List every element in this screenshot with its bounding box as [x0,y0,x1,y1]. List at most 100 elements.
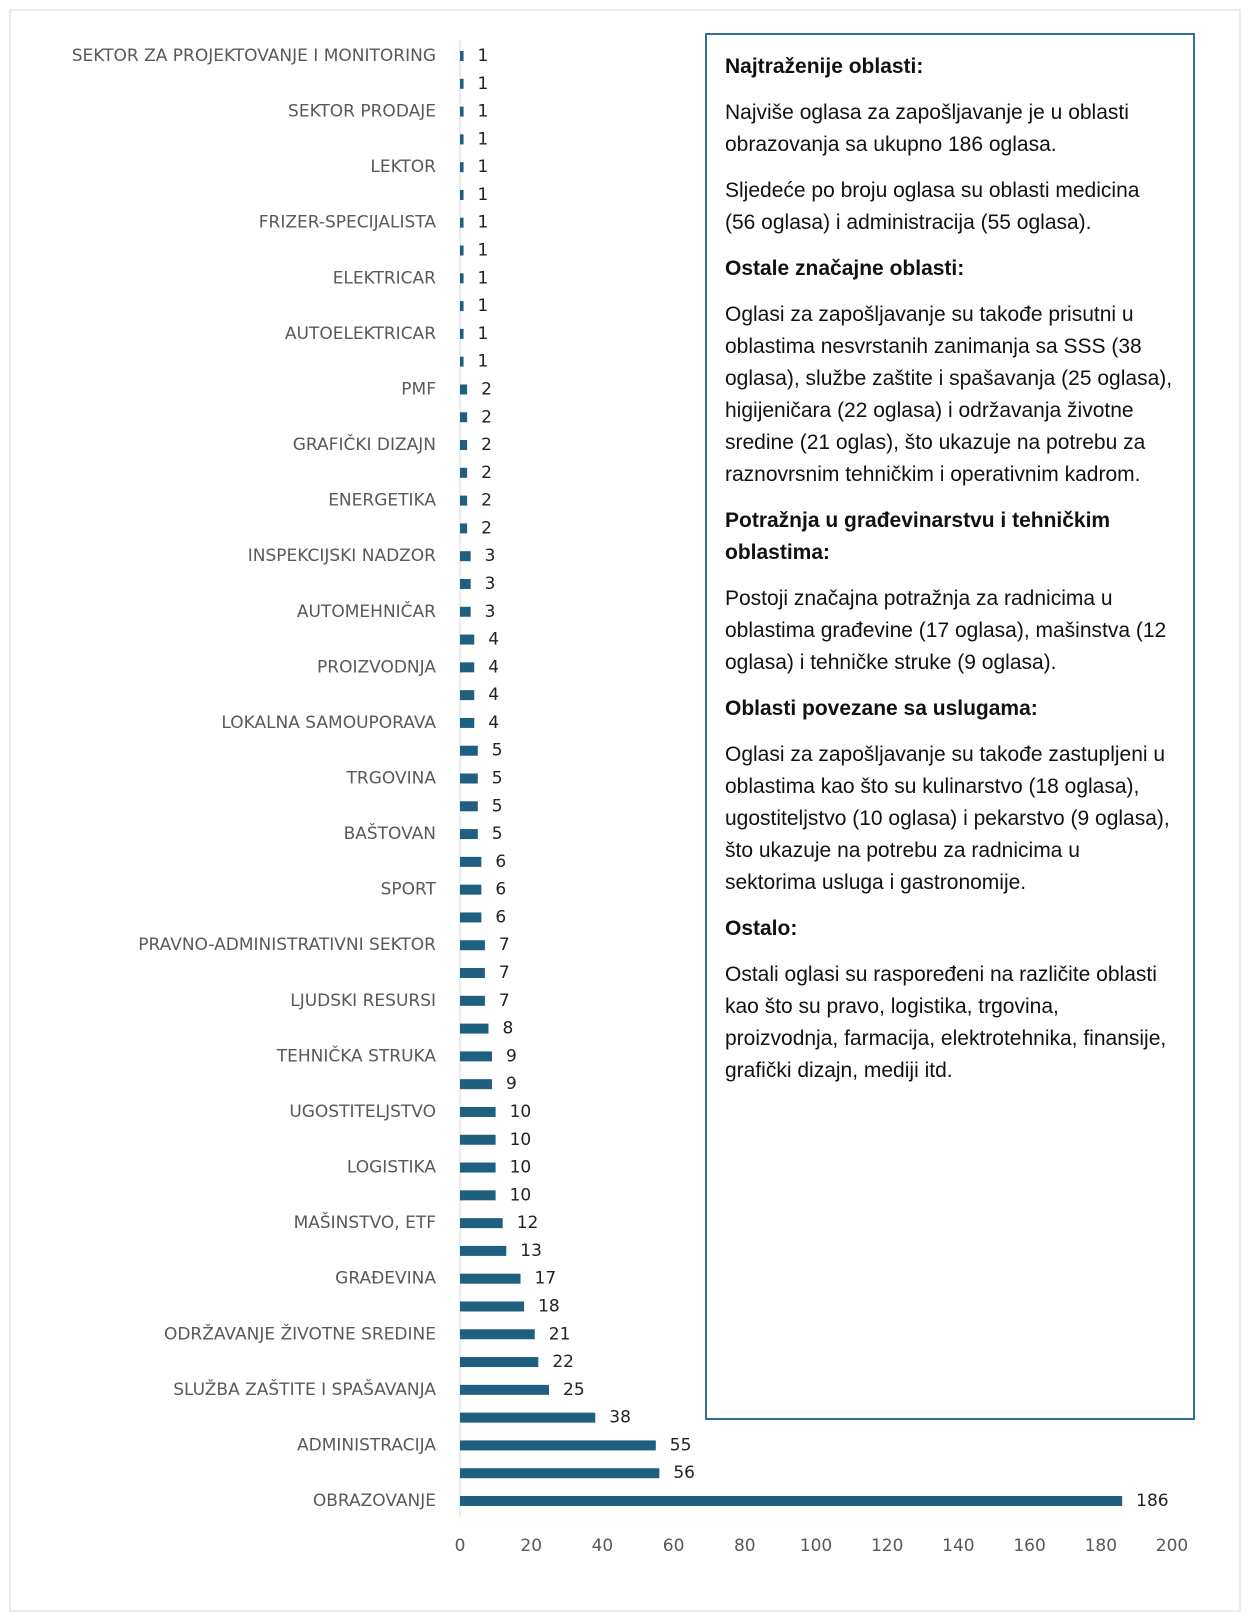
category-label: PRAVNO-ADMINISTRATIVNI SEKTOR [138,935,436,955]
x-tick-label: 40 [592,1536,614,1556]
value-label: 7 [499,963,510,983]
x-tick-label: 0 [455,1536,466,1556]
bar [460,1301,525,1312]
paragraph: Sljedeće po broju oglasa su oblasti medi… [725,179,1140,234]
category-label: PMF [401,379,436,399]
bar [460,1051,493,1062]
value-label: 5 [492,824,503,844]
value-label: 10 [510,1130,532,1150]
paragraph: Oglasi za zapošljavanje su takođe zastup… [725,743,1170,894]
bar [460,273,464,284]
value-label: 22 [552,1352,574,1372]
value-label: 17 [535,1269,557,1289]
category-label: ADMINISTRACIJA [297,1435,436,1455]
category-label: BAŠTOVAN [344,822,436,844]
bar [460,245,464,256]
category-label: SLUŽBA ZAŠTITE I SPAŠAVANJA [173,1378,436,1400]
paragraph: Oglasi za zapošljavanje su takođe prisut… [725,303,1173,486]
bar [460,829,478,840]
text-box: Najtraženije oblasti: Najviše oglasa za z… [705,33,1195,1420]
value-label: 13 [520,1241,542,1261]
category-label: ENERGETIKA [328,491,436,511]
bar [460,106,464,117]
bar [460,1134,496,1145]
category-label: LJUDSKI RESURSI [290,991,436,1011]
value-label: 5 [492,796,503,816]
bar [460,523,468,534]
category-label: OBRAZOVANJE [313,1491,436,1511]
category-label: AUTOELEKTRICAR [285,324,436,344]
value-label: 7 [499,935,510,955]
bar [460,78,464,89]
bar [460,606,471,617]
section-heading: Ostalo: [725,917,798,940]
bar [460,1412,596,1423]
value-label: 2 [481,407,492,427]
bar [460,1468,660,1479]
value-label: 5 [492,769,503,789]
category-label: GRAFIČKI DIZAJN [293,433,436,455]
value-label: 56 [673,1463,695,1483]
x-tick-label: 120 [871,1536,903,1556]
value-label: 55 [670,1435,692,1455]
value-label: 10 [510,1158,532,1178]
paragraph: Najviše oglasa za zapošljavanje je u obl… [725,101,1129,156]
category-label: SPORT [381,880,437,900]
value-label: 1 [478,324,489,344]
frame [9,9,1241,1612]
bar [460,328,464,339]
section-heading: Ostale značajne oblasti: [725,257,965,280]
value-label: 3 [485,574,496,594]
category-label: AUTOMEHNIČAR [297,600,436,622]
bar [460,356,464,367]
section-heading: Najtraženije oblasti: [725,55,924,78]
bar [460,717,475,728]
value-label: 2 [481,435,492,455]
x-tick-label: 180 [1085,1536,1117,1556]
category-label: ODRŽAVANJE ŽIVOTNE SREDINE [164,1322,436,1344]
bar [460,884,482,895]
bar [460,162,464,173]
category-label: TRGOVINA [346,769,437,789]
category-label: GRAĐEVINA [335,1269,436,1289]
value-label: 2 [481,491,492,511]
bar [460,968,485,979]
bar [460,773,478,784]
value-label: 1 [478,241,489,261]
value-label: 6 [495,907,506,927]
category-label: LOGISTIKA [347,1158,436,1178]
value-label: 1 [478,268,489,288]
value-label: 1 [478,213,489,233]
value-label: 2 [481,379,492,399]
bar [460,940,485,951]
paragraph: Postoji značajna potražnja za radnicima … [725,587,1167,674]
x-tick-label: 160 [1013,1536,1045,1556]
bar [460,1106,496,1117]
value-label: 1 [478,46,489,66]
value-label: 18 [538,1296,560,1316]
value-label: 8 [502,1019,513,1039]
value-label: 1 [478,74,489,94]
value-label: 1 [478,129,489,149]
value-label: 4 [488,685,499,705]
bar [460,301,464,312]
bar [460,745,478,756]
bar [460,384,468,395]
value-label: 6 [495,880,506,900]
bar [460,1357,539,1368]
bar [460,1190,496,1201]
bar [460,801,478,812]
bar [460,1218,503,1229]
bar [460,578,471,589]
x-tick-label: 80 [734,1536,756,1556]
bar [460,1496,1123,1506]
value-label: 1 [478,296,489,316]
value-label: 9 [506,1074,517,1094]
value-label: 5 [492,741,503,761]
bar [460,1329,535,1340]
value-label: 1 [478,352,489,372]
x-tick-label: 20 [520,1536,542,1556]
paragraph: Ostali oglasi su raspoređeni na različit… [725,963,1167,1082]
bar [460,134,464,145]
